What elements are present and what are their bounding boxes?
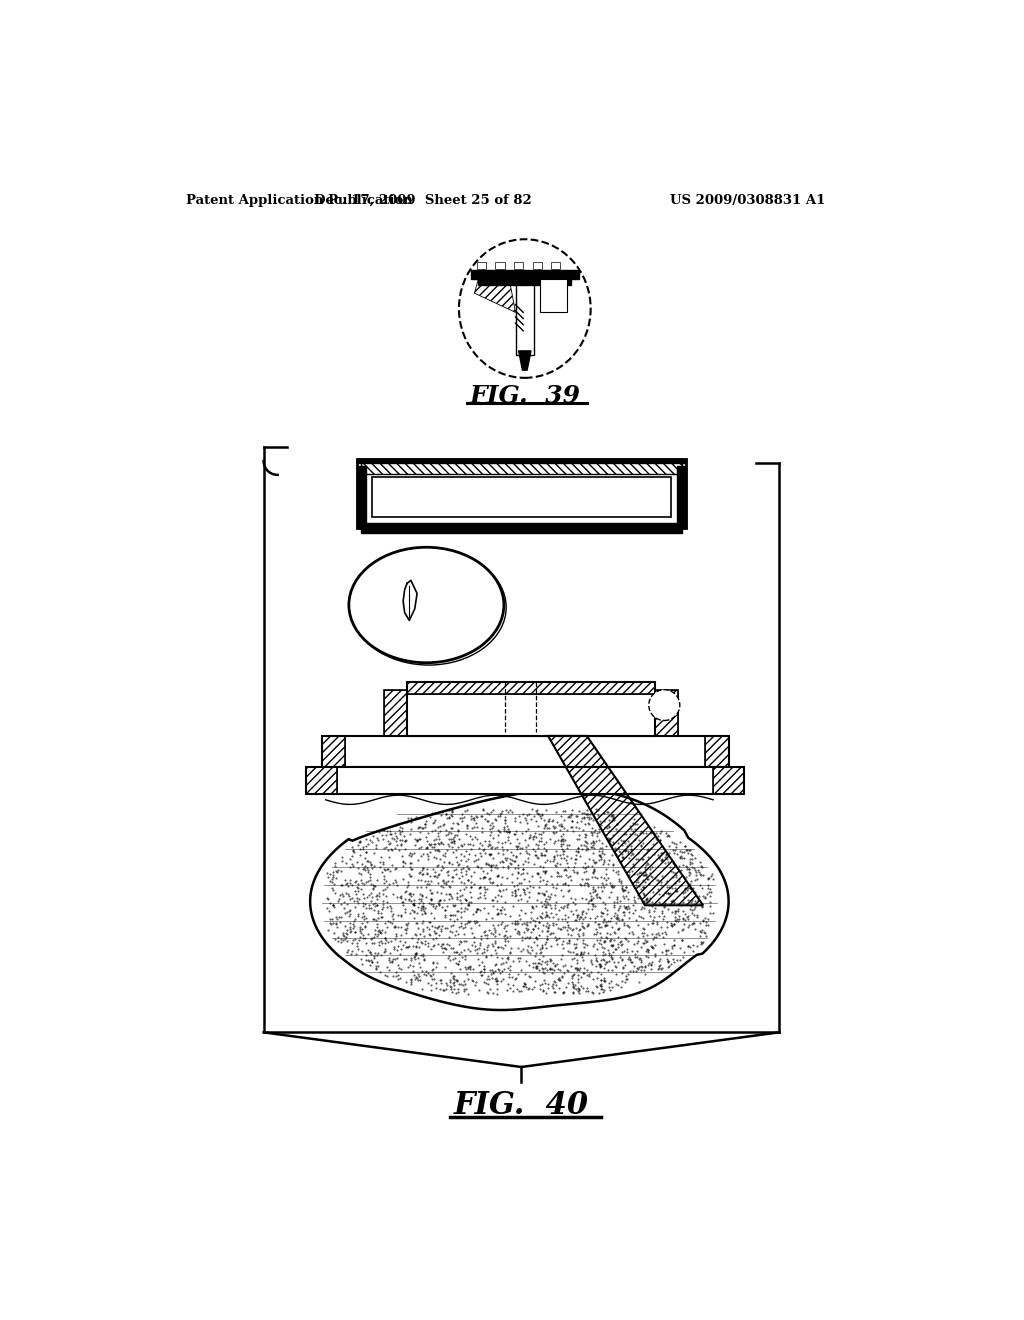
Bar: [356, 466, 366, 524]
Polygon shape: [310, 789, 729, 1010]
Bar: [384, 689, 407, 737]
Text: Dec. 17, 2009  Sheet 25 of 82: Dec. 17, 2009 Sheet 25 of 82: [313, 194, 531, 207]
Bar: [322, 737, 345, 767]
Bar: [496, 263, 505, 268]
Bar: [372, 478, 671, 517]
Bar: [306, 767, 744, 793]
Ellipse shape: [649, 690, 680, 721]
Bar: [322, 737, 345, 767]
Bar: [407, 682, 655, 693]
Text: FIG.  40: FIG. 40: [454, 1090, 589, 1121]
Bar: [407, 682, 655, 737]
Bar: [706, 737, 729, 767]
Bar: [356, 523, 686, 528]
Bar: [514, 263, 523, 268]
Bar: [306, 767, 337, 793]
Bar: [360, 528, 682, 533]
Text: Patent Application Publication: Patent Application Publication: [186, 194, 413, 207]
Bar: [477, 263, 486, 268]
Ellipse shape: [349, 548, 504, 663]
Bar: [471, 271, 579, 280]
Bar: [532, 263, 542, 268]
Polygon shape: [518, 351, 531, 370]
Bar: [356, 459, 686, 528]
Bar: [360, 459, 682, 474]
Bar: [677, 466, 686, 524]
Bar: [407, 682, 655, 693]
Bar: [713, 767, 744, 793]
Bar: [655, 689, 678, 737]
Bar: [713, 767, 744, 793]
Polygon shape: [541, 280, 567, 313]
Bar: [478, 280, 571, 285]
Ellipse shape: [459, 239, 591, 378]
Bar: [515, 285, 535, 355]
Bar: [356, 459, 686, 462]
Bar: [384, 689, 407, 737]
Bar: [706, 737, 729, 767]
Text: US 2009/0308831 A1: US 2009/0308831 A1: [671, 194, 826, 207]
Bar: [655, 689, 678, 737]
Text: FIG.  39: FIG. 39: [469, 384, 581, 408]
Bar: [360, 459, 682, 474]
Bar: [322, 737, 729, 767]
Bar: [306, 767, 337, 793]
Bar: [551, 263, 560, 268]
